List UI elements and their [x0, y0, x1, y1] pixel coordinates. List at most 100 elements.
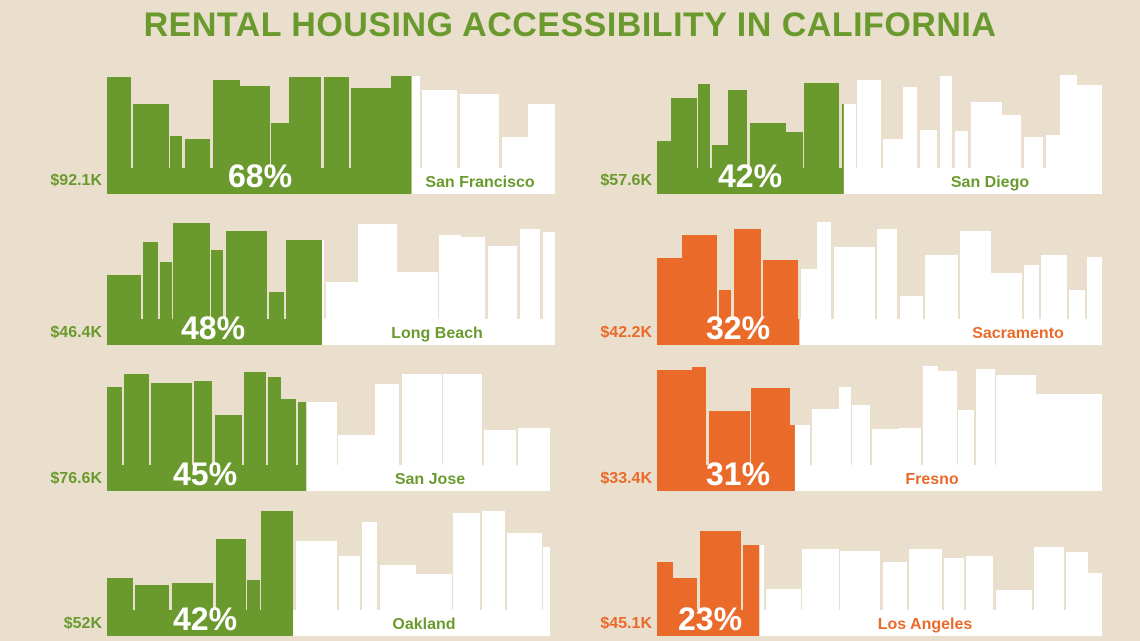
skyline-building	[734, 229, 761, 319]
skyline-building	[172, 583, 213, 610]
skyline-building	[909, 549, 942, 610]
skyline-building	[298, 402, 307, 465]
skyline-building	[271, 123, 289, 168]
city-income: $52K	[63, 615, 102, 632]
skyline-building	[698, 84, 710, 168]
skyline-building	[966, 556, 993, 610]
city-percent: 42%	[717, 158, 783, 194]
city-income: $57.6K	[600, 172, 652, 189]
page-title: RENTAL HOUSING ACCESSIBILITY IN CALIFORN…	[143, 6, 997, 44]
skyline-building	[940, 76, 952, 168]
skyline-building	[1034, 547, 1064, 610]
skyline-building	[944, 558, 964, 610]
skyline-building	[269, 292, 284, 319]
skyline-building	[1069, 290, 1085, 319]
city-percent: 32%	[705, 310, 771, 346]
skyline-los-angeles	[657, 531, 1102, 636]
skyline-building	[1077, 85, 1102, 168]
skyline-building	[244, 372, 266, 465]
skyline-building	[194, 381, 212, 465]
skyline-building	[358, 224, 397, 319]
skyline-building	[657, 370, 692, 465]
skyline-building	[692, 367, 706, 465]
skyline-building	[461, 237, 485, 319]
skyline-building	[812, 409, 839, 465]
share-bar-filled	[107, 168, 412, 194]
skyline-building	[900, 296, 923, 319]
skyline-building	[507, 533, 542, 610]
share-bar-remaining	[322, 319, 555, 345]
skyline-building	[324, 77, 349, 168]
city-fresno: $33.4K 31% Fresno	[570, 366, 1140, 496]
skyline-building	[322, 240, 324, 319]
city-percent: 42%	[172, 601, 238, 637]
skyline-building	[443, 374, 482, 465]
city-los-angeles: $45.1K 23% Los Angeles	[570, 511, 1140, 641]
skyline-building	[801, 269, 817, 319]
skyline-building	[107, 387, 122, 465]
city-oakland: $52K 42% Oakland	[0, 511, 570, 641]
skyline-building	[877, 229, 897, 319]
skyline-building	[903, 87, 917, 168]
skyline-building	[1002, 115, 1021, 168]
city-percent: 23%	[677, 601, 743, 637]
skyline-building	[728, 90, 747, 168]
city-name: San Jose	[394, 471, 466, 488]
skyline-building	[453, 513, 480, 610]
skyline-building	[135, 585, 169, 610]
skyline-building	[306, 402, 337, 465]
skyline-building	[107, 578, 133, 610]
skyline-building	[543, 547, 550, 610]
city-name: Sacramento	[972, 325, 1064, 342]
skyline-building	[216, 539, 246, 610]
skyline-building	[657, 258, 682, 319]
skyline-building	[211, 250, 223, 319]
skyline-building	[673, 578, 697, 610]
skyline-building	[1024, 265, 1039, 319]
share-bar-filled	[657, 465, 795, 491]
city-san-diego: $57.6K 42% San Diego	[570, 70, 1140, 200]
skyline-building	[362, 522, 377, 610]
skyline-building	[794, 425, 810, 465]
city-income: $42.2K	[600, 324, 652, 341]
skyline-building	[281, 399, 296, 465]
skyline-building	[226, 231, 267, 319]
skyline-building	[502, 137, 528, 168]
skyline-building	[397, 272, 438, 319]
skyline-building	[380, 565, 416, 610]
skyline-oakland	[107, 511, 550, 636]
skyline-building	[543, 232, 555, 319]
skyline-building	[883, 562, 907, 610]
share-bar-remaining	[843, 168, 1102, 194]
skyline-building	[518, 428, 550, 465]
skyline-building	[439, 235, 461, 319]
skyline-building	[840, 551, 880, 610]
skyline-building	[296, 541, 337, 610]
city-income: $45.1K	[600, 615, 652, 632]
skyline-building	[351, 88, 391, 168]
skyline-building	[955, 131, 968, 168]
skyline-building	[1088, 573, 1102, 610]
skyline-building	[1041, 255, 1067, 319]
skyline-building	[326, 282, 358, 319]
skyline-building	[899, 428, 921, 465]
skyline-building	[700, 531, 741, 610]
city-san-jose: $76.6K 45% San Jose	[0, 366, 570, 496]
skyline-building	[960, 231, 991, 319]
skyline-building	[763, 260, 798, 319]
skyline-building	[173, 223, 210, 319]
skyline-building	[1046, 135, 1060, 168]
city-sacramento: $42.2K 32% Sacramento	[570, 220, 1140, 350]
share-bar-filled	[107, 610, 294, 636]
skyline-building	[411, 76, 420, 168]
skyline-sacramento	[657, 222, 1102, 345]
skyline-building	[482, 511, 505, 610]
city-name: San Francisco	[425, 174, 535, 191]
skyline-building	[247, 580, 260, 610]
skyline-building	[268, 377, 281, 465]
skyline-building	[213, 80, 240, 168]
share-bar-remaining	[794, 465, 1102, 491]
skyline-building	[460, 94, 499, 168]
skyline-building	[1087, 257, 1102, 319]
skyline-building	[170, 136, 182, 168]
